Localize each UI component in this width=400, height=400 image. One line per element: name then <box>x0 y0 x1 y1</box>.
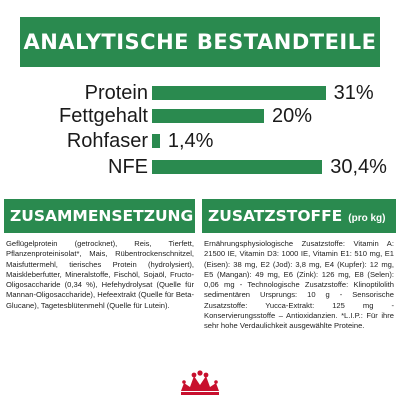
nutrient-row-rohfaser: Rohfaser 1,4% <box>0 128 400 154</box>
nutrient-value: 1,4% <box>167 130 214 152</box>
nutrient-value: 20% <box>272 105 313 127</box>
nutrient-bar <box>152 160 323 174</box>
nutrient-bar <box>152 86 326 100</box>
analytics-header-band: ANALYTISCHE BESTANDTEILE <box>20 17 380 67</box>
composition-title: ZUSAMMENSETZUNG <box>10 207 194 225</box>
additives-subtitle: (pro kg) <box>348 212 386 224</box>
footer-band <box>0 395 400 400</box>
nutrient-label: NFE <box>108 156 148 178</box>
nutrient-row-nfe: NFE 30,4% <box>0 154 400 180</box>
composition-header: ZUSAMMENSETZUNG <box>4 199 195 233</box>
nutrient-value: 31% <box>333 82 374 104</box>
composition-text: Geflügelprotein (getrocknet), Reis, Tier… <box>6 239 194 310</box>
additives-header: ZUSATZSTOFFE (pro kg) <box>202 199 396 233</box>
nutrient-bar <box>152 134 160 148</box>
nutrient-label: Protein <box>84 82 148 104</box>
nutrient-bar <box>152 109 264 123</box>
nutrient-row-fettgehalt: Fettgehalt 20% <box>0 103 400 129</box>
additives-title: ZUSATZSTOFFE <box>208 207 343 225</box>
nutrient-label: Rohfaser <box>66 130 148 152</box>
analytics-title: ANALYTISCHE BESTANDTEILE <box>23 30 377 54</box>
nutrient-label: Fettgehalt <box>59 105 148 127</box>
additives-text: Ernährungsphysiologische Zusatzstoffe: V… <box>204 239 394 331</box>
nutrient-value: 30,4% <box>330 156 387 178</box>
royal-canin-crown-logo <box>181 370 219 395</box>
nutrient-row-protein: Protein 31% <box>0 80 400 106</box>
